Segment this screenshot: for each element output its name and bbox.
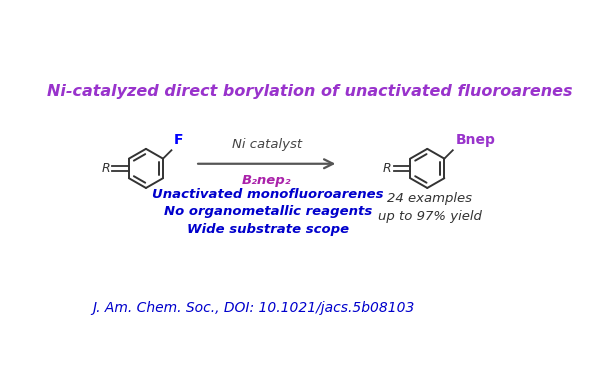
Text: Ni-catalyzed direct borylation of unactivated fluoroarenes: Ni-catalyzed direct borylation of unacti… [47,84,573,99]
Text: Bnep: Bnep [456,134,495,147]
Text: R: R [383,162,391,175]
Text: 24 examples: 24 examples [387,192,472,205]
Text: Wide substrate scope: Wide substrate scope [187,223,349,236]
Text: up to 97% yield: up to 97% yield [378,210,482,223]
Text: J. Am. Chem. Soc., DOI: 10.1021/jacs.5b08103: J. Am. Chem. Soc., DOI: 10.1021/jacs.5b0… [92,301,414,315]
Text: Ni catalyst: Ni catalyst [232,138,302,151]
Text: No organometallic reagents: No organometallic reagents [164,205,372,218]
Text: R: R [102,162,110,175]
Text: B₂nep₂: B₂nep₂ [242,174,292,187]
Text: Unactivated monofluoroarenes: Unactivated monofluoroarenes [152,188,384,201]
Text: F: F [173,134,183,147]
